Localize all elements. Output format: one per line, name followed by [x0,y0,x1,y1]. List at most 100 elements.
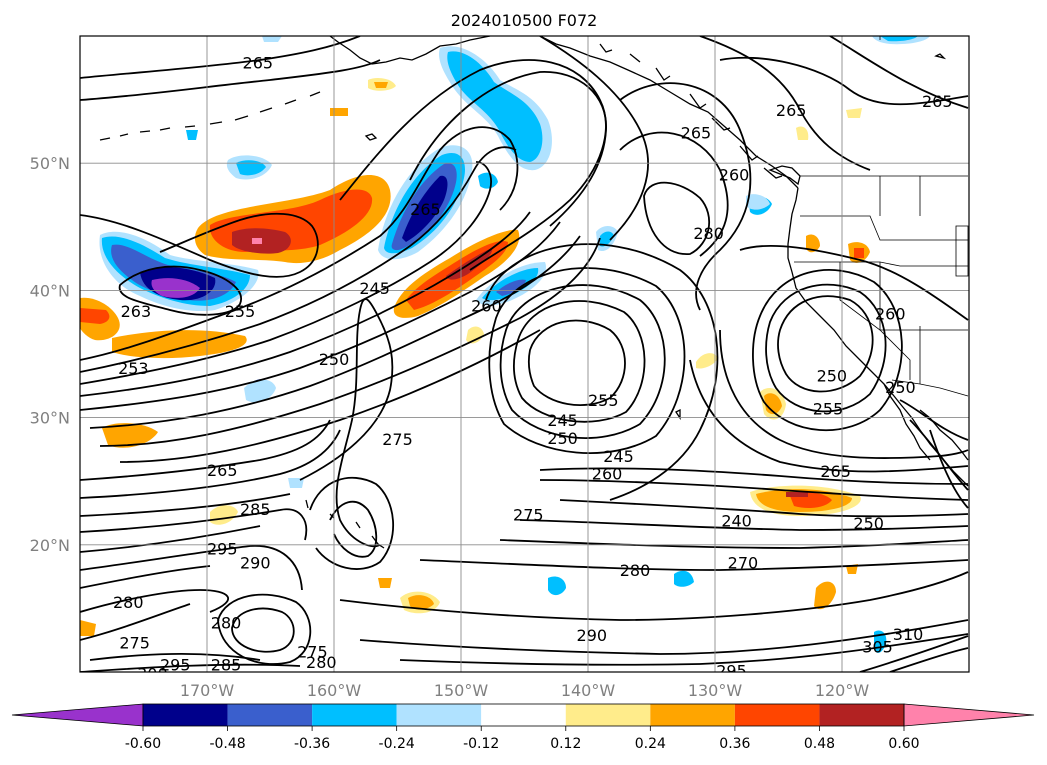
contour-cutoff-4 [488,267,686,455]
colorbar-tick-label: 0.24 [635,736,666,752]
contour-label: 265 [207,461,238,480]
lon-tick-label: 170°W [180,681,235,700]
contour-label: 265 [243,54,274,73]
lat-tick-label: 20°N [30,536,70,555]
shade-orange-sw [112,330,247,359]
shade-red-w [80,308,110,324]
contour-north2 [80,59,381,101]
contour-label: 265 [681,124,712,143]
shade-purple-w [151,278,200,298]
contour-sw-1 [80,419,331,481]
coast-alaska-2 [539,36,799,189]
colorbar-tick-label: 0.36 [719,736,750,752]
shade-lightblue-hawaii [244,379,276,403]
contour-s-4 [519,519,969,531]
contour-dip-1 [329,500,378,558]
contour-s-9 [399,633,969,666]
contour-sw-3 [80,493,291,517]
coast-aleutians [99,91,321,141]
contour-280-ring-sw [231,607,295,653]
shade-orange-sm14 [80,620,96,636]
contour-label: 265 [820,462,851,481]
shade-navy-jet [402,175,448,242]
contour-label: 240 [721,512,752,531]
border-state-4 [879,262,968,331]
contour-ridge-3 [719,56,969,106]
colorbar-segment [565,704,651,726]
contour-label: 280 [620,561,651,580]
contour-285-ring-sw [217,593,312,665]
contour-label: 250 [817,367,848,386]
contour-270-jet [119,329,541,463]
contour-s-6 [419,559,969,571]
shade-pink-nw [252,238,262,244]
contour-label: 280 [693,224,724,243]
contour-label: 263 [121,302,152,321]
colorbar-tick-label: -0.36 [294,736,330,752]
shade-orange-sm3 [466,326,484,344]
contour-jet-4 [80,211,531,397]
shade-blue-gulf2 [478,172,498,189]
contour-sw-5 [80,525,261,553]
contour-label: 275 [382,430,413,449]
contour-s-5 [499,539,969,549]
contour-lowring-2 [765,283,887,413]
shade-orange-sm5b [764,393,782,415]
shade-blue-top [880,36,918,42]
colorbar-tick-label: 0.60 [888,736,919,752]
contour-ridge-1 [619,82,752,311]
contour-label: 305 [862,638,893,657]
contour-s-1 [539,479,969,501]
lon-tick-label: 120°W [815,681,870,700]
shade-orange-w2 [102,423,158,448]
colorbar-tick-label: -0.24 [379,736,415,752]
contour-sw-8 [80,589,229,613]
contour-label: 280 [211,613,242,632]
shade-red-sm6 [854,248,864,258]
contour-jet-6 [89,235,581,429]
contour-ridge-2 [619,131,729,257]
contour-sw-9 [80,603,191,641]
shade-orange-sm10b [408,595,434,610]
coast-us-west [787,187,969,487]
coast-vancouver [768,165,801,186]
graticule [80,36,969,672]
contour-sw-4 [80,508,308,541]
border-state-6 [955,225,969,277]
contour-label: 260 [471,297,502,316]
contour-jet-3 [80,161,492,385]
colorbar-tick-label: -0.48 [209,736,245,752]
contour-cutoff-1 [527,319,626,406]
lat-tick-label: 30°N [30,409,70,428]
shade-blue-sm16 [674,570,694,587]
contour-255-ring [118,265,242,316]
colorbar-tick-label: -0.60 [125,736,161,752]
shade-blue-gulf [447,51,543,162]
contour-label: 260 [592,465,623,484]
border-us-mexico [891,379,969,397]
contour-s-3 [559,499,969,518]
contour-262 [80,212,319,278]
contour-label: 285 [211,655,242,674]
contour-sw-6 [80,545,303,591]
contour-s-8 [359,619,969,655]
shade-medblue-jet2 [496,279,526,296]
colorbar-tick-label: 0.48 [804,736,835,752]
contour-label: 265 [776,101,807,120]
contour-sw-7 [80,565,211,589]
contour-label: 253 [118,359,149,378]
border-state-7 [879,176,921,216]
contour-sw-2 [80,429,341,499]
contour-label: 300 [137,664,168,683]
coast-bc-islands [599,43,783,179]
map-title: 2024010500 F072 [451,11,598,30]
coast-island-2 [934,53,947,60]
colorbar-frame [142,703,905,727]
lat-tick-label: 40°N [30,281,70,300]
contour-s-7 [339,571,969,621]
contour-se-coast-3 [929,429,969,509]
contour-label: 275 [119,634,150,653]
contour-label: 275 [297,643,328,662]
contour-lines [80,36,969,672]
